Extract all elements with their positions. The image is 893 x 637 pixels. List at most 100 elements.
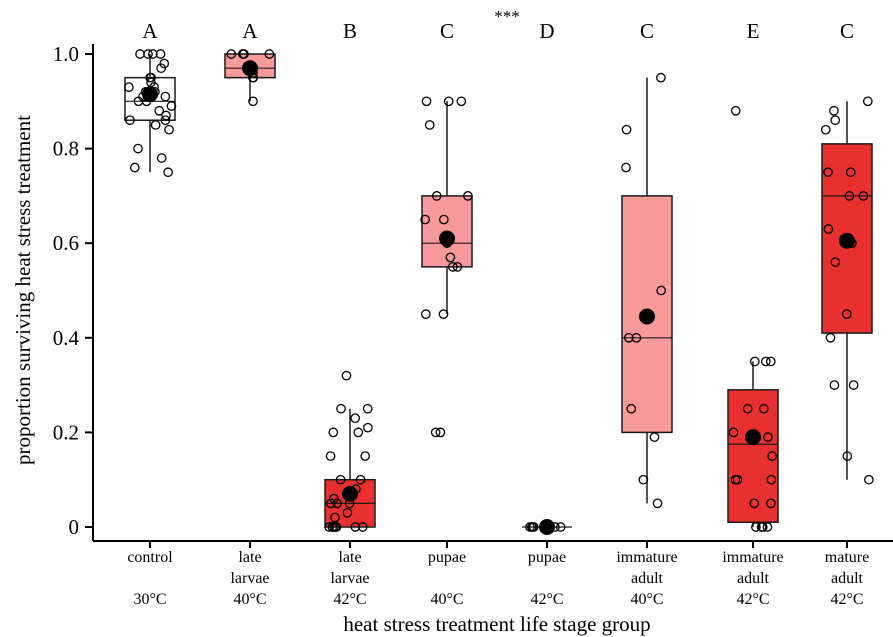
data-point (864, 474, 874, 485)
group-letter: C (840, 19, 854, 43)
data-point (767, 451, 777, 461)
group-letter: B (343, 19, 357, 43)
data-point (327, 522, 338, 532)
data-point (350, 413, 361, 424)
data-point (652, 498, 663, 509)
data-point (830, 257, 841, 267)
data-point (335, 474, 346, 485)
data-point (328, 427, 339, 438)
group-letter: C (440, 19, 454, 43)
data-point (362, 403, 373, 414)
data-point (758, 403, 769, 414)
data-point (150, 120, 161, 130)
data-point (160, 115, 171, 126)
group-letter: E (747, 19, 760, 43)
y-axis-title: proportion surviving heat stress treatme… (11, 115, 35, 465)
data-point (730, 105, 741, 116)
x-tick-label: 42°C (530, 591, 563, 608)
x-tick-label: 40°C (630, 591, 663, 608)
y-tick-label: 0.2 (53, 420, 79, 444)
x-tick-label: pupae (528, 549, 566, 566)
group-3 (324, 370, 376, 532)
x-ticks: control 30°C late larvae 40°C late larvae 42°C p… (127, 541, 869, 608)
x-tick-label: control (127, 549, 173, 566)
data-point (452, 261, 463, 272)
data-point (757, 522, 768, 532)
data-point (656, 72, 666, 83)
data-point (155, 49, 166, 59)
data-point (435, 427, 446, 438)
data-point (325, 498, 336, 509)
mean-marker (342, 485, 358, 502)
y-tick-label: 0.6 (53, 231, 79, 255)
data-point (431, 191, 442, 201)
x-tick-label: larvae (230, 570, 269, 587)
data-point (656, 285, 667, 296)
data-point (360, 451, 371, 461)
data-point (156, 153, 167, 163)
x-tick-label: 30°C (133, 591, 166, 608)
data-point (525, 522, 535, 532)
x-tick-label: 40°C (430, 591, 463, 608)
group-1 (124, 49, 177, 178)
data-point (766, 498, 776, 509)
group-4 (420, 96, 473, 438)
group-6 (621, 72, 673, 509)
data-point (336, 403, 346, 414)
data-point (341, 370, 352, 381)
y-tick-label: 0 (69, 515, 80, 539)
x-tick-label: immature (616, 549, 677, 566)
data-point (161, 110, 171, 121)
data-point (237, 49, 248, 59)
data-point (848, 380, 859, 390)
group-8 (820, 96, 874, 485)
data-point (353, 427, 364, 438)
data-point (133, 143, 143, 154)
x-tick-label: pupae (428, 549, 466, 566)
data-point (156, 63, 166, 74)
data-point (749, 356, 760, 367)
data-point (621, 162, 631, 173)
plot-area (124, 49, 874, 535)
data-point (829, 105, 839, 116)
data-point (447, 261, 458, 272)
y-tick-label: 0.8 (53, 137, 79, 161)
data-point (438, 214, 449, 225)
data-point (728, 427, 739, 438)
data-point (844, 191, 855, 201)
x-tick-label: adult (737, 570, 770, 587)
y-tick-label: 0.4 (53, 326, 80, 350)
group-letter: D (539, 19, 554, 43)
data-point (146, 72, 156, 83)
data-point (420, 214, 430, 225)
data-point (350, 522, 361, 532)
data-point (443, 96, 454, 107)
mean-marker (242, 60, 258, 77)
data-point (166, 101, 177, 111)
x-tick-label: adult (631, 570, 664, 587)
data-point (623, 332, 634, 343)
data-point (424, 120, 435, 130)
data-point (841, 309, 852, 319)
data-point (528, 522, 539, 532)
data-point (135, 49, 145, 59)
x-tick-label: adult (831, 570, 864, 587)
group-7 (727, 105, 779, 532)
data-point (154, 105, 165, 116)
data-point (430, 427, 441, 438)
data-point (638, 474, 649, 485)
data-point (421, 309, 431, 319)
data-point (355, 474, 366, 485)
data-point (163, 167, 173, 178)
data-point (445, 252, 456, 263)
data-point (845, 167, 856, 178)
data-point (124, 82, 134, 92)
data-point (330, 522, 341, 532)
data-point (160, 91, 171, 102)
data-point (164, 124, 174, 135)
data-point (330, 512, 340, 523)
x-tick-label: late (338, 549, 361, 566)
data-point (749, 498, 760, 509)
data-point (763, 432, 773, 442)
data-point (555, 522, 566, 532)
